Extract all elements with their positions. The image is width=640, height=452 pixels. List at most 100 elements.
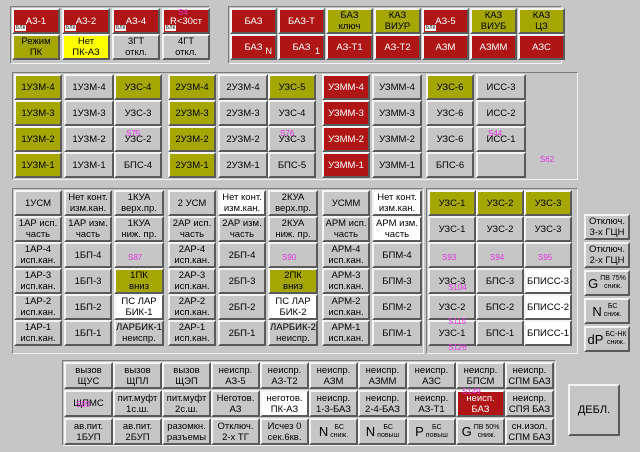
uzm-3-2[interactable]: БПС-4 [114,152,162,178]
uzs-5-2[interactable]: БПИСС-1 [524,320,572,346]
bottom-1-0[interactable]: ЩПМС [64,390,113,417]
uzm-2-1[interactable]: 1УЗМ-2 [64,126,114,152]
bottom-2-8[interactable]: G ПВ 50% сниж. [456,418,505,445]
bottom-2-0[interactable]: ав.пит. 1БУП [64,418,113,445]
bottom-2-2[interactable]: разомкн. разъемы [162,418,211,445]
ar-0-3[interactable]: 2АР-4 исп.кан. [168,242,216,268]
btn-azmm[interactable]: АЗММ [470,34,517,60]
bottom-0-8[interactable]: неиспр. БПСМ [456,362,505,389]
ar-1-4[interactable]: 2БП-3 [218,268,266,294]
btn-az2[interactable]: АЗ-2 БЛК [62,8,110,34]
mid0-5[interactable]: 2КУА верх.пр. [268,190,318,216]
uzs-4-2[interactable]: БПИСС-2 [524,294,572,320]
ar-3-5[interactable]: ЛАРБИК-2 неиспр. [268,320,318,346]
uzm-0-8[interactable]: УЗС-6 [426,74,474,100]
uzm-0-0[interactable]: 1УЗМ-4 [14,74,62,100]
mid0-3[interactable]: 2 УСМ [168,190,216,216]
uzm-0-2[interactable]: УЗС-4 [114,74,162,100]
bottom-1-9[interactable]: неиспр. СПЯ БАЗ [505,390,554,417]
ar-3-7[interactable]: БПМ-1 [372,320,422,346]
bottom-2-7[interactable]: P БС повыш [407,418,456,445]
uzm-2-8[interactable]: УЗС-6 [426,126,474,152]
bottom-0-6[interactable]: неиспр. АЗММ [358,362,407,389]
ar-1-1[interactable]: 1БП-3 [64,268,112,294]
mid0-0[interactable]: 1УСМ [14,190,62,216]
uzm-1-0[interactable]: 1УЗМ-3 [14,100,62,126]
uzm-2-6[interactable]: УЗММ-2 [322,126,370,152]
bottom-0-9[interactable]: неиспр. СПМ БАЗ [505,362,554,389]
bottom-1-8[interactable]: неисп. БАЗ [456,390,505,417]
ar-0-4[interactable]: 2БП-4 [218,242,266,268]
mid1-0[interactable]: 1АР исп. часть [14,216,62,242]
right-otkl2[interactable]: Отключ. 2-х ГЦН [584,242,630,268]
ar-2-4[interactable]: 2БП-2 [218,294,266,320]
btn-3gt[interactable]: 3ГТ откл. [112,34,160,60]
uzs-0-1[interactable]: УЗС-2 [476,190,524,216]
ar-2-3[interactable]: 2АР-2 исп.кан. [168,294,216,320]
mid0-1[interactable]: Нет конт. изм.кан. [64,190,112,216]
right-otkl3[interactable]: Отключ. 3-х ГЦН [584,214,630,240]
bottom-2-5[interactable]: N БС сниж. [309,418,358,445]
btn-bazt[interactable]: БАЗ-Т [278,8,325,34]
uzm-1-9[interactable]: ИСС-2 [476,100,526,126]
ar-2-7[interactable]: БПМ-2 [372,294,422,320]
ar-1-2[interactable]: 1ПК вниз [114,268,164,294]
mid1-7[interactable]: АРМ изм. часть [372,216,422,242]
ar-0-6[interactable]: АРМ-4 исп.кан. [322,242,370,268]
ar-3-6[interactable]: АРМ-1 исп.кан. [322,320,370,346]
uzs-2-0[interactable] [428,242,476,268]
uzm-0-6[interactable]: УЗММ-4 [322,74,370,100]
mid0-7[interactable]: Нет конт. изм.кан. [372,190,422,216]
bottom-1-5[interactable]: неиспр. 1-3-БАЗ [309,390,358,417]
ar-0-2[interactable] [114,242,164,268]
btn-baz[interactable]: БАЗ [230,8,277,34]
bottom-0-1[interactable]: вызов ЩПЛ [113,362,162,389]
uzm-0-4[interactable]: 2УЗМ-4 [218,74,268,100]
uzm-1-5[interactable]: УЗС-4 [268,100,316,126]
mid0-4[interactable]: Нет конт. изм.кан. [218,190,266,216]
mid1-2[interactable]: 1КУА ниж. пр. [114,216,164,242]
ar-0-0[interactable]: 1АР-4 исп.кан. [14,242,62,268]
bottom-1-6[interactable]: неиспр. 2-4-БАЗ [358,390,407,417]
bottom-1-7[interactable]: неиспр. АЗ-Т1 [407,390,456,417]
uzm-2-0[interactable]: 1УЗМ-2 [14,126,62,152]
ar-3-2[interactable]: ЛАРБИК-1 неиспр. [114,320,164,346]
ar-1-3[interactable]: 2АР-3 исп.кан. [168,268,216,294]
uzs-1-1[interactable]: УЗС-2 [476,216,524,242]
debl-button[interactable]: ДЕБЛ. [568,384,620,436]
uzm-1-1[interactable]: 1УЗМ-3 [64,100,114,126]
uzs-0-0[interactable]: УЗС-1 [428,190,476,216]
bottom-0-4[interactable]: неиспр. АЗ-Т2 [260,362,309,389]
uzs-5-0[interactable]: УЗС-1 [428,320,476,346]
btn-baz3[interactable]: БАЗ 1 [278,34,325,60]
ar-1-5[interactable]: 2ПК вниз [268,268,318,294]
uzm-0-1[interactable]: 1УЗМ-4 [64,74,114,100]
bottom-0-2[interactable]: вызов ЩЭП [162,362,211,389]
bottom-2-1[interactable]: ав.пит. 2БУП [113,418,162,445]
uzm-0-5[interactable]: УЗС-5 [268,74,316,100]
btn-azm[interactable]: АЗМ [422,34,469,60]
right-dp[interactable]: dP БС-НК сниж. [584,326,630,352]
ar-1-7[interactable]: БПМ-3 [372,268,422,294]
mid1-5[interactable]: 2КУА ниж. пр. [268,216,318,242]
ar-3-1[interactable]: 1БП-1 [64,320,112,346]
bottom-0-5[interactable]: неиспр. АЗМ [309,362,358,389]
ar-2-6[interactable]: АРМ-2 исп.кан. [322,294,370,320]
bottom-2-6[interactable]: N БС повыш [358,418,407,445]
bottom-1-1[interactable]: пит.муфт 1с.ш. [113,390,162,417]
ar-1-6[interactable]: АРМ-3 исп.кан. [322,268,370,294]
bottom-0-7[interactable]: неиспр. АЗС [407,362,456,389]
uzm-1-6[interactable]: УЗММ-3 [322,100,370,126]
right-g[interactable]: G ПВ 75% сниж. [584,270,630,296]
uzm-1-2[interactable]: УЗС-3 [114,100,162,126]
ar-3-0[interactable]: 1АР-1 исп.кан. [14,320,62,346]
btn-azt1[interactable]: АЗ-Т1 [326,34,373,60]
btn-azs[interactable]: АЗС [518,34,565,60]
uzm-1-8[interactable]: УЗС-6 [426,100,474,126]
bottom-2-4[interactable]: Исчез 0 сек.6кв. [260,418,309,445]
ar-3-4[interactable]: 2БП-1 [218,320,266,346]
uzm-3-0[interactable]: 1УЗМ-1 [14,152,62,178]
bottom-0-3[interactable]: неиспр. АЗ-5 [211,362,260,389]
btn-az5[interactable]: АЗ-5 БЛК [422,8,469,34]
uzm-3-9[interactable] [476,152,526,178]
